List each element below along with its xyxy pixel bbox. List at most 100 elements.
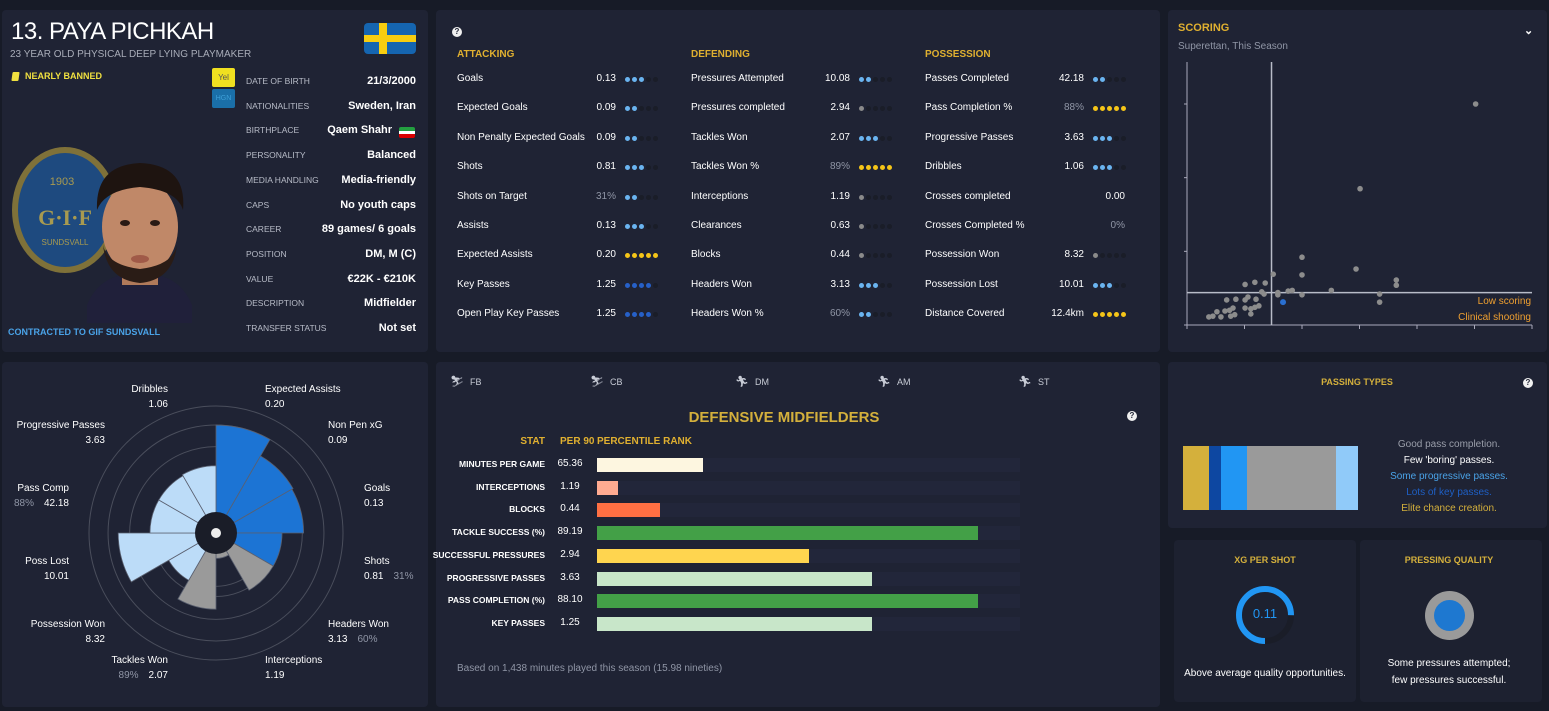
- passing-type-segment[interactable]: [1247, 446, 1336, 510]
- scatter-point[interactable]: [1242, 297, 1248, 303]
- radar-segment[interactable]: [214, 455, 294, 535]
- rating-dot-empty: [887, 135, 892, 141]
- scatter-point[interactable]: [1262, 280, 1268, 286]
- tab-fb[interactable]: ⛷ FB: [450, 375, 481, 388]
- percentile-bar[interactable]: [597, 458, 703, 472]
- rating-dots: [859, 135, 892, 141]
- percentile-track: [597, 458, 1020, 472]
- scatter-point[interactable]: [1248, 311, 1254, 317]
- rating-dots: [1093, 77, 1126, 82]
- stat-label: Shots: [457, 161, 483, 173]
- rating-dots: [625, 135, 658, 141]
- rating-dot-empty: [1107, 253, 1112, 259]
- passing-help-icon[interactable]: ?: [1523, 378, 1533, 388]
- radar-segment[interactable]: [117, 532, 218, 583]
- radar-segment[interactable]: [177, 531, 217, 610]
- scatter-point[interactable]: [1252, 279, 1258, 286]
- info-value: Qaem Shahr: [327, 124, 392, 137]
- scatter-point[interactable]: [1472, 101, 1479, 107]
- rating-dot-filled: [632, 165, 637, 171]
- percentile-bar[interactable]: [597, 503, 661, 518]
- scatter-point[interactable]: [1393, 277, 1400, 283]
- scatter-point[interactable]: [1233, 296, 1239, 303]
- help-icon[interactable]: ?: [452, 27, 462, 37]
- passing-type-segment[interactable]: [1335, 446, 1358, 510]
- percentile-track: [597, 594, 1020, 609]
- rating-dot-empty: [887, 312, 892, 318]
- scatter-point[interactable]: [1270, 271, 1277, 277]
- pressing-quality-panel: PRESSING QUALITY Some pressures attempte…: [1360, 540, 1542, 702]
- stat-value: 60%: [829, 308, 850, 320]
- scatter-point[interactable]: [1242, 305, 1248, 311]
- scatter-point[interactable]: [1242, 281, 1248, 288]
- scoring-scatter-chart: [1184, 62, 1533, 329]
- percentile-bar[interactable]: [597, 526, 978, 541]
- scatter-point[interactable]: [1299, 272, 1305, 278]
- passing-summary-line: Elite chance creation.: [1401, 503, 1497, 514]
- stat-label: Expected Goals: [457, 102, 528, 114]
- tab-st[interactable]: 🏃︎ ST: [1018, 375, 1049, 388]
- tab-label: FB: [469, 376, 482, 387]
- stat-value: 0.09: [596, 131, 616, 143]
- scatter-point[interactable]: [1357, 185, 1363, 192]
- percentile-track: [597, 548, 1020, 563]
- contract-link[interactable]: CONTRACTED TO GIF SUNDSVALL: [8, 327, 161, 337]
- passing-type-segment[interactable]: [1183, 446, 1210, 510]
- scatter-point[interactable]: [1285, 288, 1291, 294]
- scatter-point[interactable]: [1393, 282, 1400, 289]
- percentile-bar[interactable]: [597, 480, 619, 495]
- scatter-point[interactable]: [1299, 254, 1305, 261]
- rating-dots: [1093, 282, 1126, 288]
- scatter-point[interactable]: [1226, 307, 1233, 314]
- passing-type-segment[interactable]: [1209, 446, 1222, 510]
- scatter-point-player[interactable]: [1280, 299, 1287, 306]
- radar-value: 2.07: [148, 670, 168, 681]
- scatter-point[interactable]: [1275, 289, 1281, 296]
- percentile-bar[interactable]: [597, 616, 872, 631]
- percentile-bar[interactable]: [597, 594, 978, 609]
- scatter-point[interactable]: [1299, 291, 1305, 298]
- scatter-point[interactable]: [1353, 266, 1359, 272]
- stat-value: 3.13: [830, 278, 850, 290]
- rating-dot-filled: [632, 282, 637, 288]
- help-icon[interactable]: [211, 528, 221, 538]
- scatter-point[interactable]: [1223, 297, 1230, 303]
- scatter-point[interactable]: [1253, 296, 1259, 303]
- tab-am[interactable]: 🏃︎ AM: [877, 375, 910, 388]
- passing-summary-line: Lots of key passes.: [1406, 487, 1492, 498]
- stat-label: Interceptions: [691, 190, 749, 202]
- scatter-point[interactable]: [1376, 291, 1383, 297]
- percentile-bar[interactable]: [597, 548, 809, 563]
- tab-cb[interactable]: ⛷ CB: [590, 375, 622, 388]
- passing-types-title: PASSING TYPES: [1321, 377, 1393, 387]
- scatter-point[interactable]: [1218, 314, 1224, 320]
- running-player-icon: 🏃︎: [877, 376, 891, 388]
- stat-label: Headers Won %: [691, 308, 764, 320]
- rating-dot-filled: [1100, 106, 1105, 112]
- radar-value-row: 10.01: [44, 571, 69, 582]
- stat-value: 0.20: [596, 249, 616, 261]
- chevron-down-icon[interactable]: ⌄: [1524, 25, 1534, 37]
- radar-label: Poss Lost: [25, 556, 69, 567]
- stat-label: Crosses completed: [925, 190, 1011, 202]
- percentile-help-icon[interactable]: ?: [1127, 411, 1137, 421]
- header-percentile: PERCENTILE RANK: [597, 436, 693, 447]
- scatter-point[interactable]: [1214, 308, 1220, 315]
- passing-type-segment[interactable]: [1221, 446, 1248, 510]
- scatter-point[interactable]: [1328, 287, 1335, 294]
- section-title-defending: DEFENDING: [691, 49, 750, 60]
- radar-segment[interactable]: [215, 424, 271, 535]
- radar-segment[interactable]: [214, 488, 305, 534]
- stat-label: Crosses Completed %: [925, 220, 1025, 231]
- rating-dot-filled: [866, 165, 871, 171]
- percentile-bar[interactable]: [597, 571, 872, 586]
- passing-types-summary: Good pass completion. Few 'boring' passes…: [1368, 437, 1530, 517]
- tab-dm[interactable]: 🏃︎ DM: [735, 375, 769, 388]
- scatter-point[interactable]: [1248, 305, 1254, 312]
- scatter-point[interactable]: [1227, 313, 1234, 319]
- radar-value-row: 89% 2.07: [119, 670, 168, 681]
- scatter-point[interactable]: [1376, 299, 1383, 305]
- scatter-point[interactable]: [1222, 308, 1228, 314]
- scatter-point[interactable]: [1261, 291, 1267, 297]
- scatter-point[interactable]: [1206, 314, 1212, 320]
